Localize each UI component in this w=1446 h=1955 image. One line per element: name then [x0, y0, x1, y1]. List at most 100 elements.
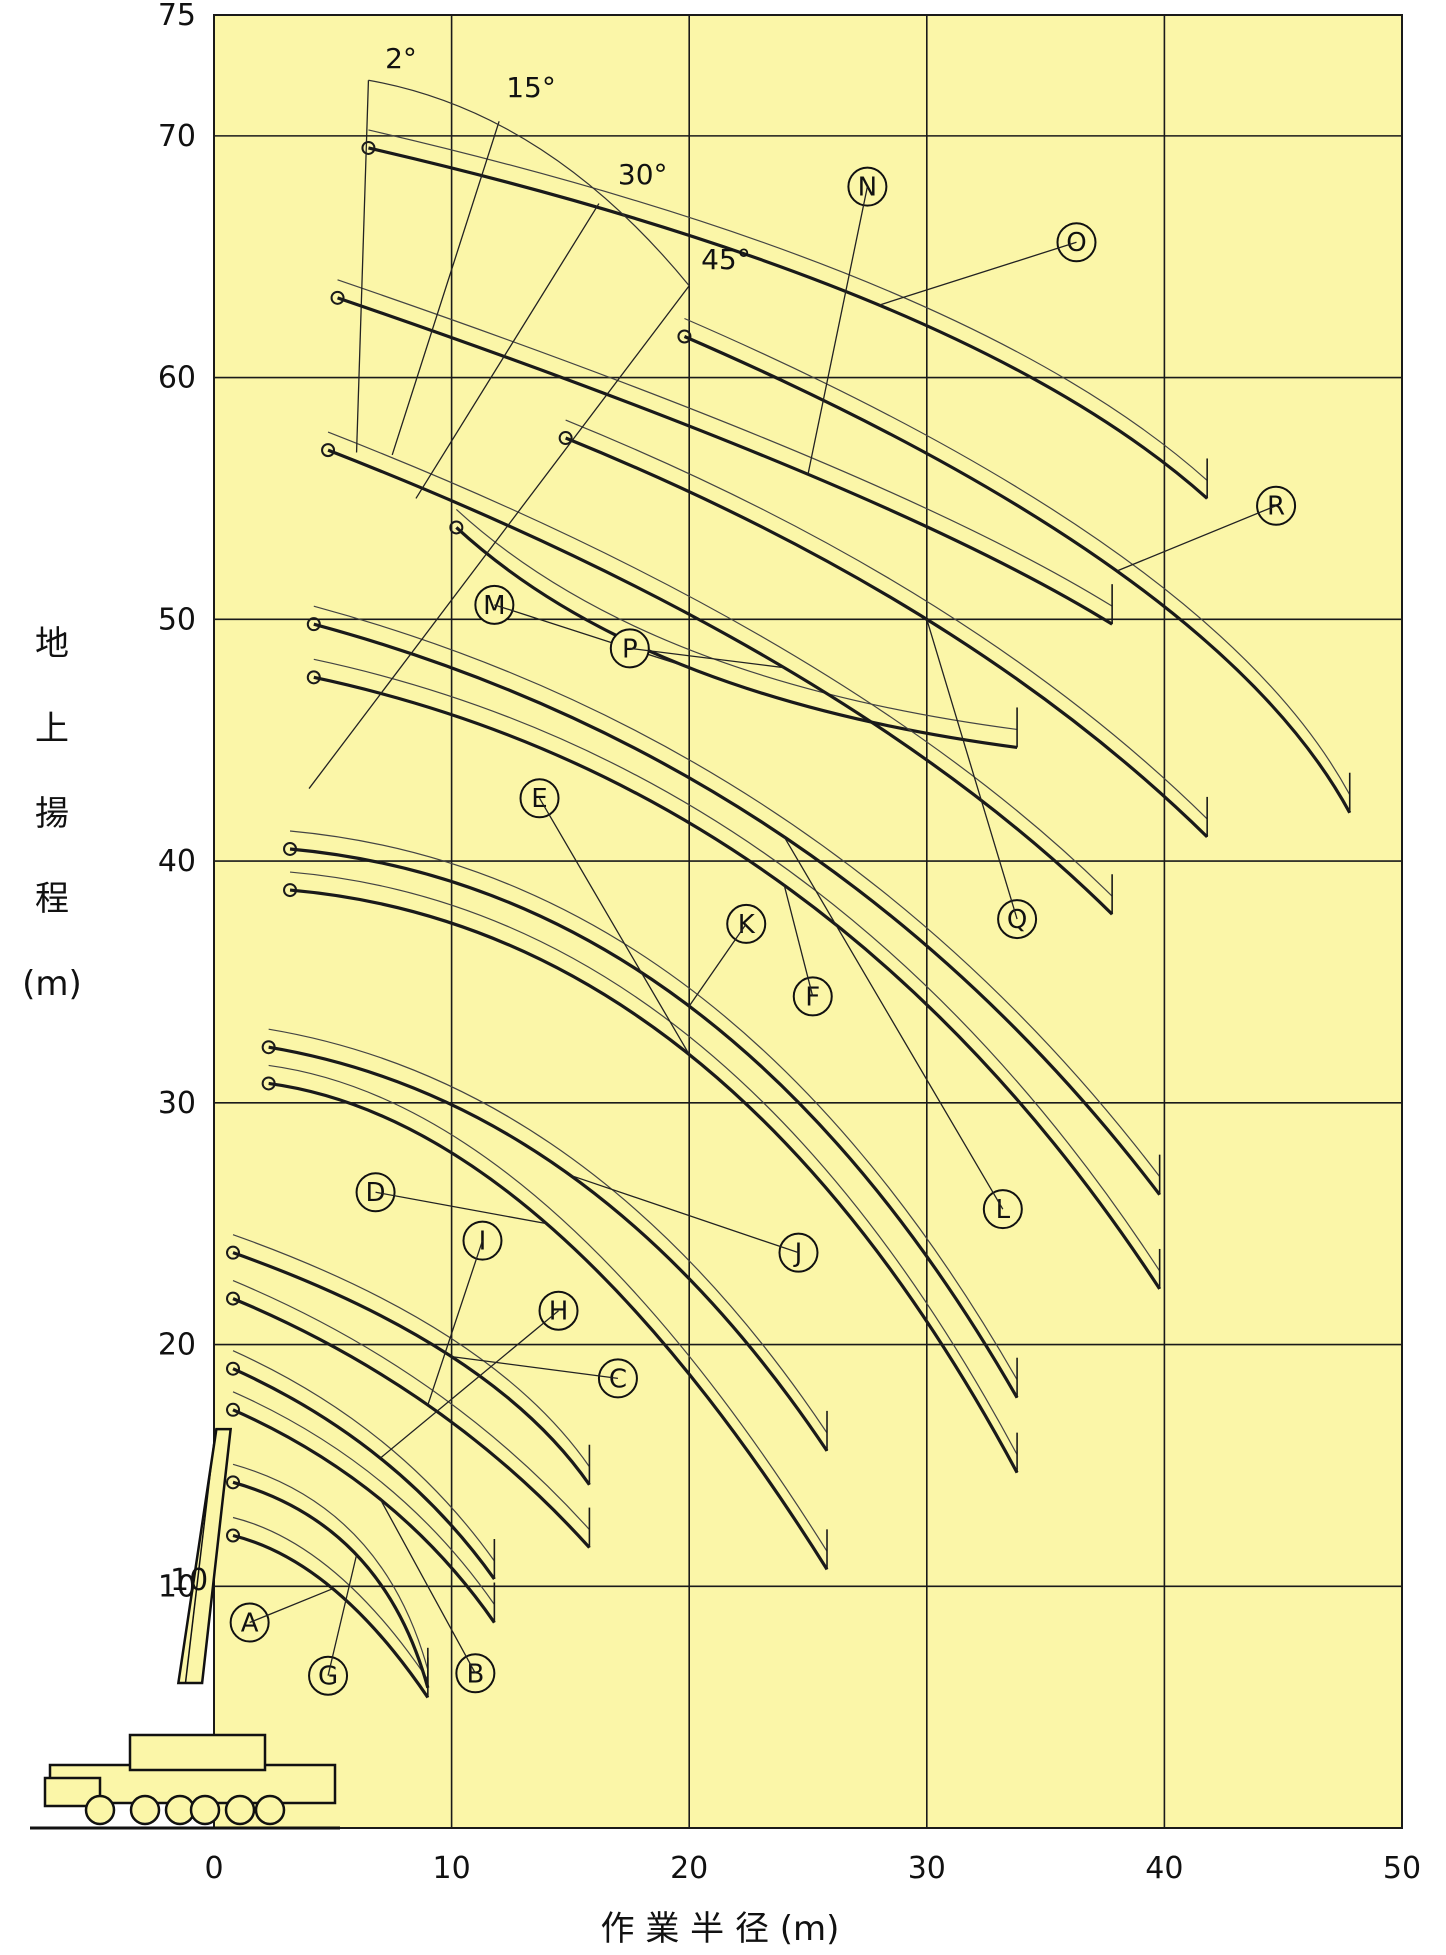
curve-label-R: R	[1256, 485, 1297, 526]
curve-guide-F	[313, 658, 1161, 1272]
curve-guide-D	[268, 1064, 828, 1552]
curve-leader-D	[375, 1191, 547, 1225]
curve-leader-L	[783, 836, 1004, 1210]
curve-leader-G	[327, 1554, 358, 1676]
curve-H	[232, 1367, 496, 1580]
y-tick-70: 70	[158, 119, 196, 154]
curve-leader-M	[494, 604, 690, 669]
curve-guide-L	[313, 605, 1161, 1178]
crane-boom	[176, 1427, 233, 1685]
y-tick-75: 75	[158, 0, 196, 33]
crane-boom-inner	[184, 1441, 215, 1684]
boom-head-R	[677, 329, 692, 344]
curve-guide-O	[368, 129, 1208, 481]
curve-label-text-Q: Q	[1007, 905, 1027, 935]
curve-label-text-P: P	[622, 634, 638, 664]
boom-head-C	[226, 1245, 241, 1260]
curve-guide-N	[337, 279, 1113, 607]
crane-cab	[128, 1733, 267, 1772]
y-tick-40: 40	[158, 844, 196, 879]
curve-D	[268, 1081, 829, 1571]
curve-O	[368, 146, 1209, 500]
crane-wheel-0	[84, 1794, 116, 1826]
boom-head-N	[330, 290, 345, 305]
x-tick-50: 50	[1383, 1851, 1421, 1886]
crane-wheel-4	[224, 1794, 256, 1826]
boom-head-P	[321, 443, 336, 458]
boom-head-O	[361, 140, 376, 155]
boom-head-A	[226, 1528, 241, 1543]
boom-head-M	[449, 520, 464, 535]
curve-guide-B	[232, 1391, 495, 1605]
curve-guide-Q	[565, 419, 1208, 820]
curve-labels: AGBHICDJEKFLMPQNRO	[229, 166, 1297, 1696]
y-label-char-2: 揚	[35, 794, 69, 834]
curve-label-text-M: M	[483, 591, 505, 621]
curve-guide-M	[455, 509, 1018, 731]
x-axis-label: 作 業 半 径 (m)	[601, 1909, 840, 1949]
crane-wheel-3	[189, 1794, 221, 1826]
curve-C	[232, 1251, 591, 1486]
curve-Q	[565, 436, 1209, 839]
curve-guide-C	[232, 1234, 590, 1468]
curve-leader-F	[783, 885, 814, 997]
curve-leader-O	[879, 241, 1077, 306]
x-tick-20: 20	[670, 1851, 708, 1886]
angle-label-3: 45°	[701, 243, 751, 276]
x-tick-0: 0	[204, 1851, 223, 1886]
curve-guide-R	[684, 317, 1351, 796]
curve-label-text-J: J	[793, 1239, 803, 1269]
curve-F	[313, 675, 1161, 1290]
curve-label-text-D: D	[366, 1178, 386, 1208]
y-label-char-0: 地	[35, 624, 69, 664]
x-tick-30: 30	[908, 1851, 946, 1886]
curve-M	[455, 526, 1018, 750]
boom-length-10: 10	[170, 1563, 208, 1598]
curve-leader-I	[427, 1240, 484, 1406]
y-tick-10: 10	[158, 1569, 196, 1604]
curve-guide-P	[327, 431, 1113, 897]
curve-label-text-H: H	[549, 1297, 569, 1327]
curve-leader-Q	[926, 619, 1018, 920]
angle-line-0	[355, 80, 370, 453]
curve-leader-R	[1116, 505, 1277, 572]
curve-guide-K	[289, 830, 1018, 1381]
curve-leader-H	[379, 1310, 559, 1459]
y-tick-labels: 10 20 30 40 50 60 70 75	[158, 0, 196, 1604]
curve-label-text-K: K	[738, 910, 756, 940]
boom-head-Q	[558, 431, 573, 446]
angle-arc	[368, 79, 690, 287]
boom-head-H	[226, 1361, 241, 1376]
crane-wheel-5	[254, 1794, 286, 1826]
curve-label-F: F	[792, 976, 833, 1017]
y-label-char-3: 程	[35, 879, 69, 919]
angle-line-2	[415, 203, 600, 499]
x-tick-40: 40	[1145, 1851, 1183, 1886]
curve-label-text-G: G	[318, 1662, 338, 1692]
x-tick-10: 10	[433, 1851, 471, 1886]
boom-angle-lines: 2° 15° 30° 45°	[308, 42, 751, 789]
curve-label-text-B: B	[466, 1659, 484, 1689]
angle-line-1	[391, 121, 500, 456]
curve-leader-P	[629, 647, 785, 669]
angle-line-3	[308, 285, 690, 789]
boom-head-G	[226, 1475, 241, 1490]
curve-label-text-O: O	[1066, 228, 1086, 258]
boom-head-J	[261, 1040, 276, 1055]
crane-illustration: 10	[30, 1427, 340, 1830]
curve-leader-E	[538, 797, 690, 1055]
x-tick-labels: 0 10 20 30 40 50	[204, 1851, 1421, 1886]
y-tick-30: 30	[158, 1086, 196, 1121]
curve-label-M: M	[474, 584, 515, 625]
curve-label-Q: Q	[997, 899, 1038, 940]
angle-label-2: 30°	[618, 158, 668, 191]
boom-head-B	[226, 1402, 241, 1417]
y-label-char-1: 上	[35, 709, 69, 749]
curve-guide-G	[232, 1463, 429, 1670]
curve-guide-E	[289, 871, 1018, 1455]
boom-head-I	[226, 1291, 241, 1306]
boom-head-L	[306, 617, 321, 632]
boom-head-F	[306, 670, 321, 685]
